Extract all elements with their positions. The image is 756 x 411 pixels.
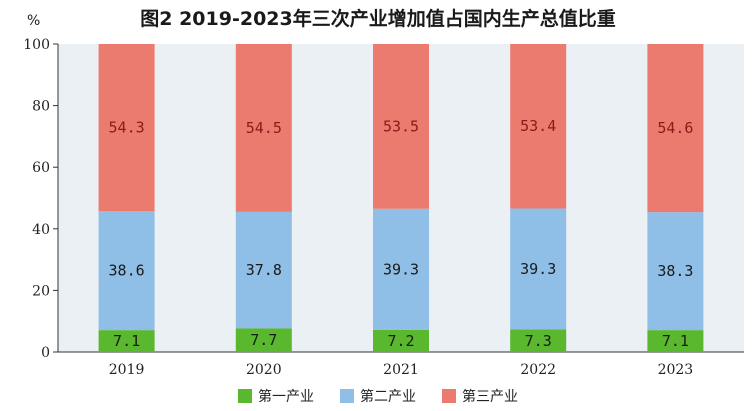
bar-segment-2022-series-1 <box>510 329 567 352</box>
y-tick-label: 80 <box>32 99 50 115</box>
bar-segment-2019-series-2 <box>98 211 155 331</box>
data-label-2019-series-3: 54.3 <box>109 119 145 137</box>
bar-segment-2020-series-1 <box>235 328 292 352</box>
bar-segment-2021-series-1 <box>373 329 429 352</box>
data-label-2021-series-1: 7.2 <box>387 332 414 350</box>
legend-label: 第一产业 <box>258 389 314 405</box>
data-label-2019-series-2: 38.6 <box>109 262 145 280</box>
bar-segment-2023-series-2 <box>647 212 704 331</box>
data-label-2021-series-2: 39.3 <box>383 260 419 278</box>
bar-segment-2021-series-3 <box>373 44 429 209</box>
data-label-2023-series-2: 38.3 <box>657 262 693 280</box>
y-tick-label: 0 <box>41 345 50 361</box>
legend-swatch <box>340 389 354 403</box>
x-tick-label: 2022 <box>520 362 556 378</box>
bar-segment-2022-series-3 <box>510 44 567 209</box>
bar-segment-2022-series-2 <box>510 208 567 330</box>
x-tick-label: 2019 <box>109 362 145 378</box>
data-label-2022-series-1: 7.3 <box>525 332 552 350</box>
y-axis-unit-label: % <box>27 13 41 29</box>
data-label-2023-series-3: 54.6 <box>657 119 693 137</box>
x-tick-label: 2020 <box>246 362 282 378</box>
data-label-2020-series-2: 37.8 <box>246 261 282 279</box>
bar-segment-2019-series-1 <box>98 330 155 352</box>
bar-segment-2023-series-1 <box>647 330 704 352</box>
y-tick-label: 100 <box>23 37 50 53</box>
legend-item-series-3: 第三产业 <box>442 386 518 406</box>
bar-segment-2021-series-2 <box>373 208 429 330</box>
x-tick-label: 2023 <box>658 362 694 378</box>
legend-item-series-2: 第二产业 <box>340 386 416 406</box>
bar-segment-2020-series-2 <box>235 211 292 329</box>
y-tick-label: 20 <box>32 283 50 299</box>
x-tick-label: 2021 <box>383 362 419 378</box>
data-label-2019-series-1: 7.1 <box>113 332 140 350</box>
legend-swatch <box>442 389 456 403</box>
chart-title: 图2 2019-2023年三次产业增加值占国内生产总值比重 <box>140 8 616 30</box>
data-label-2020-series-3: 54.5 <box>246 119 282 137</box>
y-tick-label: 60 <box>32 160 50 176</box>
legend-label: 第二产业 <box>360 389 416 405</box>
legend-label: 第三产业 <box>462 389 518 405</box>
legend: 第一产业 第二产业 第三产业 <box>0 386 756 406</box>
data-label-2021-series-3: 53.5 <box>383 117 419 135</box>
bar-segment-2019-series-3 <box>98 44 155 212</box>
y-tick-label: 40 <box>32 222 50 238</box>
legend-item-series-1: 第一产业 <box>238 386 314 406</box>
data-label-2023-series-1: 7.1 <box>662 332 689 350</box>
data-label-2022-series-3: 53.4 <box>520 117 556 135</box>
bar-segment-2020-series-3 <box>235 44 292 212</box>
legend-swatch <box>238 389 252 403</box>
bar-segment-2023-series-3 <box>647 44 704 213</box>
data-label-2020-series-1: 7.7 <box>250 331 277 349</box>
data-label-2022-series-2: 39.3 <box>520 260 556 278</box>
